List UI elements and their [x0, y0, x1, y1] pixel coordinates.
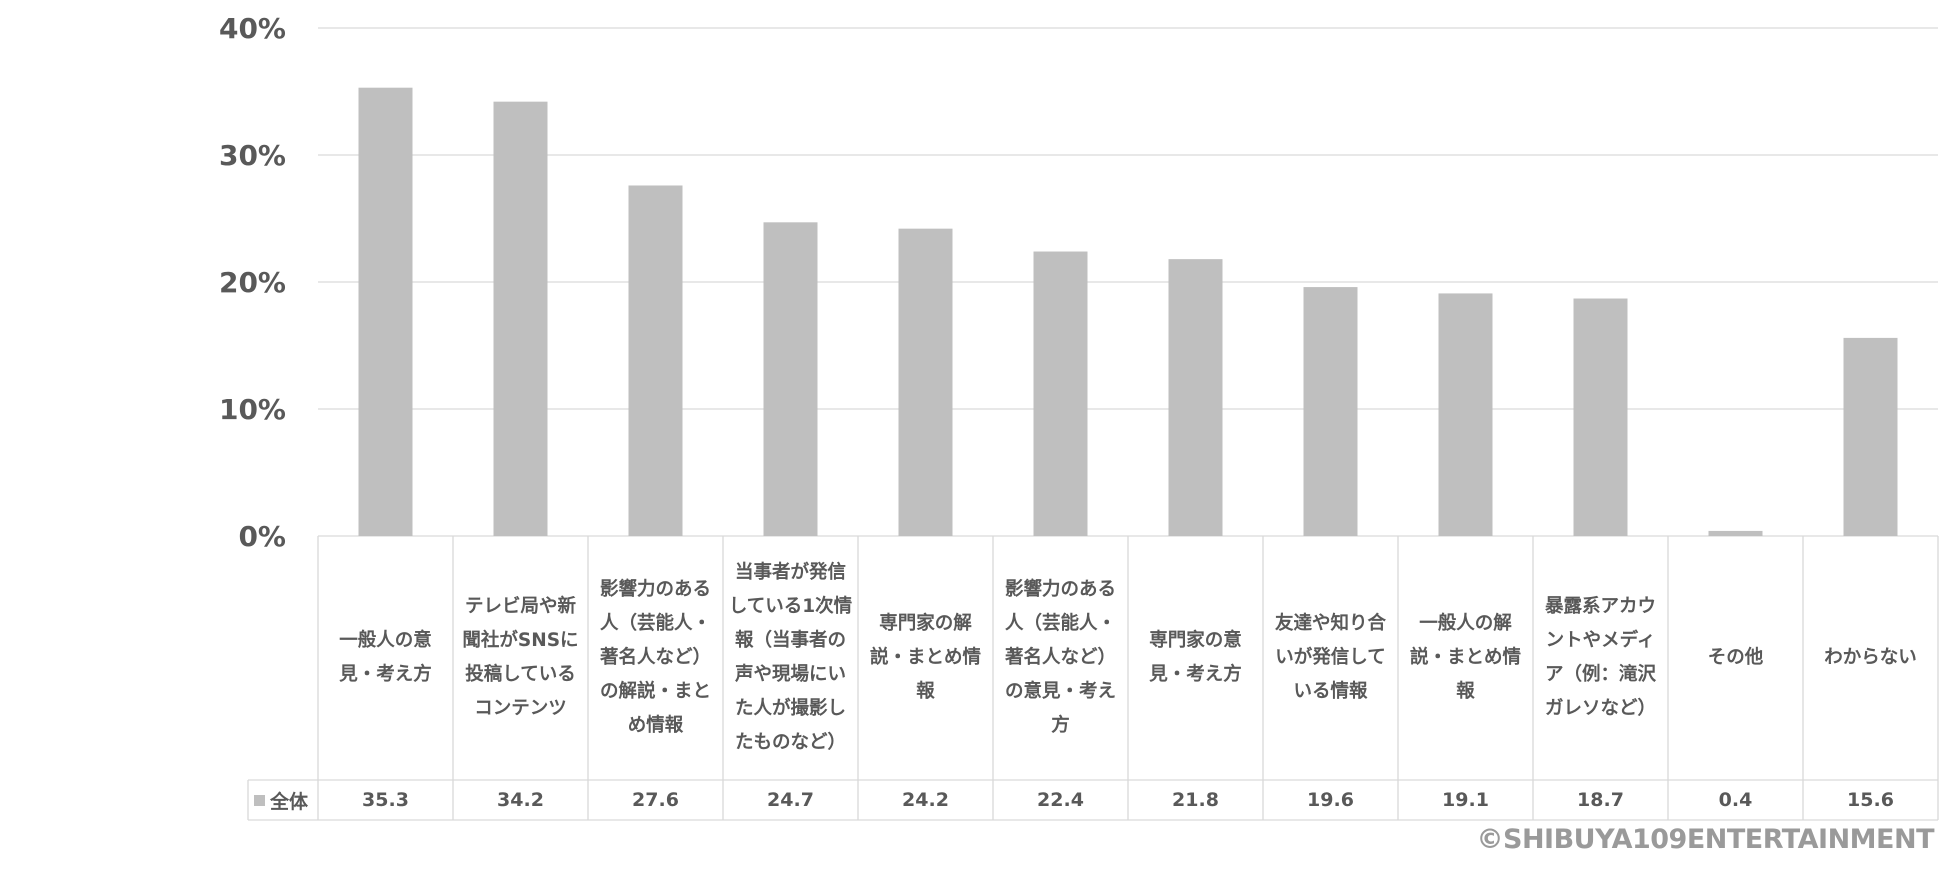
category-label: テレビ局や新聞社がSNSに投稿しているコンテンツ	[462, 596, 579, 719]
copyright-text: ©SHIBUYA109ENTERTAINMENT	[1476, 824, 1935, 855]
data-label: 24.7	[767, 789, 814, 811]
data-label: 0.4	[1718, 789, 1753, 811]
y-tick-label: 40%	[219, 12, 286, 45]
data-label: 34.2	[497, 789, 544, 811]
bar	[1168, 259, 1223, 536]
y-tick-label: 30%	[219, 139, 286, 172]
bar	[628, 185, 683, 537]
bar	[763, 222, 818, 536]
bar	[1303, 287, 1358, 536]
bar	[1708, 530, 1763, 536]
category-label: 専門家の意見・考え方	[1149, 630, 1242, 685]
category-label: 一般人の意見・考え方	[339, 630, 432, 685]
legend-label: 全体	[270, 790, 309, 813]
legend-entry: 全体	[254, 780, 308, 820]
y-tick-label: 0%	[238, 520, 286, 553]
category-label: 暴露系アカウントやメディア（例：滝沢ガレソなど）	[1544, 596, 1656, 719]
category-label: 影響力のある人（芸能人・著名人など）の意見・考え方	[1004, 579, 1116, 736]
data-label: 21.8	[1172, 789, 1219, 811]
data-label: 18.7	[1577, 789, 1624, 811]
category-label: 影響力のある人（芸能人・著名人など）の解説・まとめ情報	[599, 579, 711, 736]
y-tick-label: 20%	[219, 266, 286, 299]
bar	[1033, 251, 1088, 536]
data-label: 22.4	[1037, 789, 1084, 811]
bar	[493, 101, 548, 536]
category-label: 友達や知り合いが発信している情報	[1274, 613, 1386, 702]
bar	[1438, 293, 1493, 536]
data-label: 27.6	[632, 789, 679, 811]
data-label: 15.6	[1847, 789, 1894, 811]
bar	[898, 228, 953, 536]
data-label: 24.2	[902, 789, 949, 811]
bar	[1843, 337, 1898, 536]
y-tick-label: 10%	[219, 393, 286, 426]
category-label: わからない	[1824, 647, 1917, 668]
data-label: 19.1	[1442, 789, 1489, 811]
bar	[358, 87, 413, 536]
data-label: 35.3	[362, 789, 409, 811]
category-label: 当事者が発信している1次情報（当事者の声や現場にいた人が撮影したものなど）	[728, 562, 853, 753]
data-label: 19.6	[1307, 789, 1354, 811]
legend-swatch	[254, 794, 265, 806]
category-label: 専門家の解説・まとめ情報	[869, 613, 981, 702]
category-label: 一般人の解説・まとめ情報	[1409, 613, 1521, 702]
category-label: その他	[1707, 647, 1764, 668]
bar	[1573, 298, 1628, 536]
